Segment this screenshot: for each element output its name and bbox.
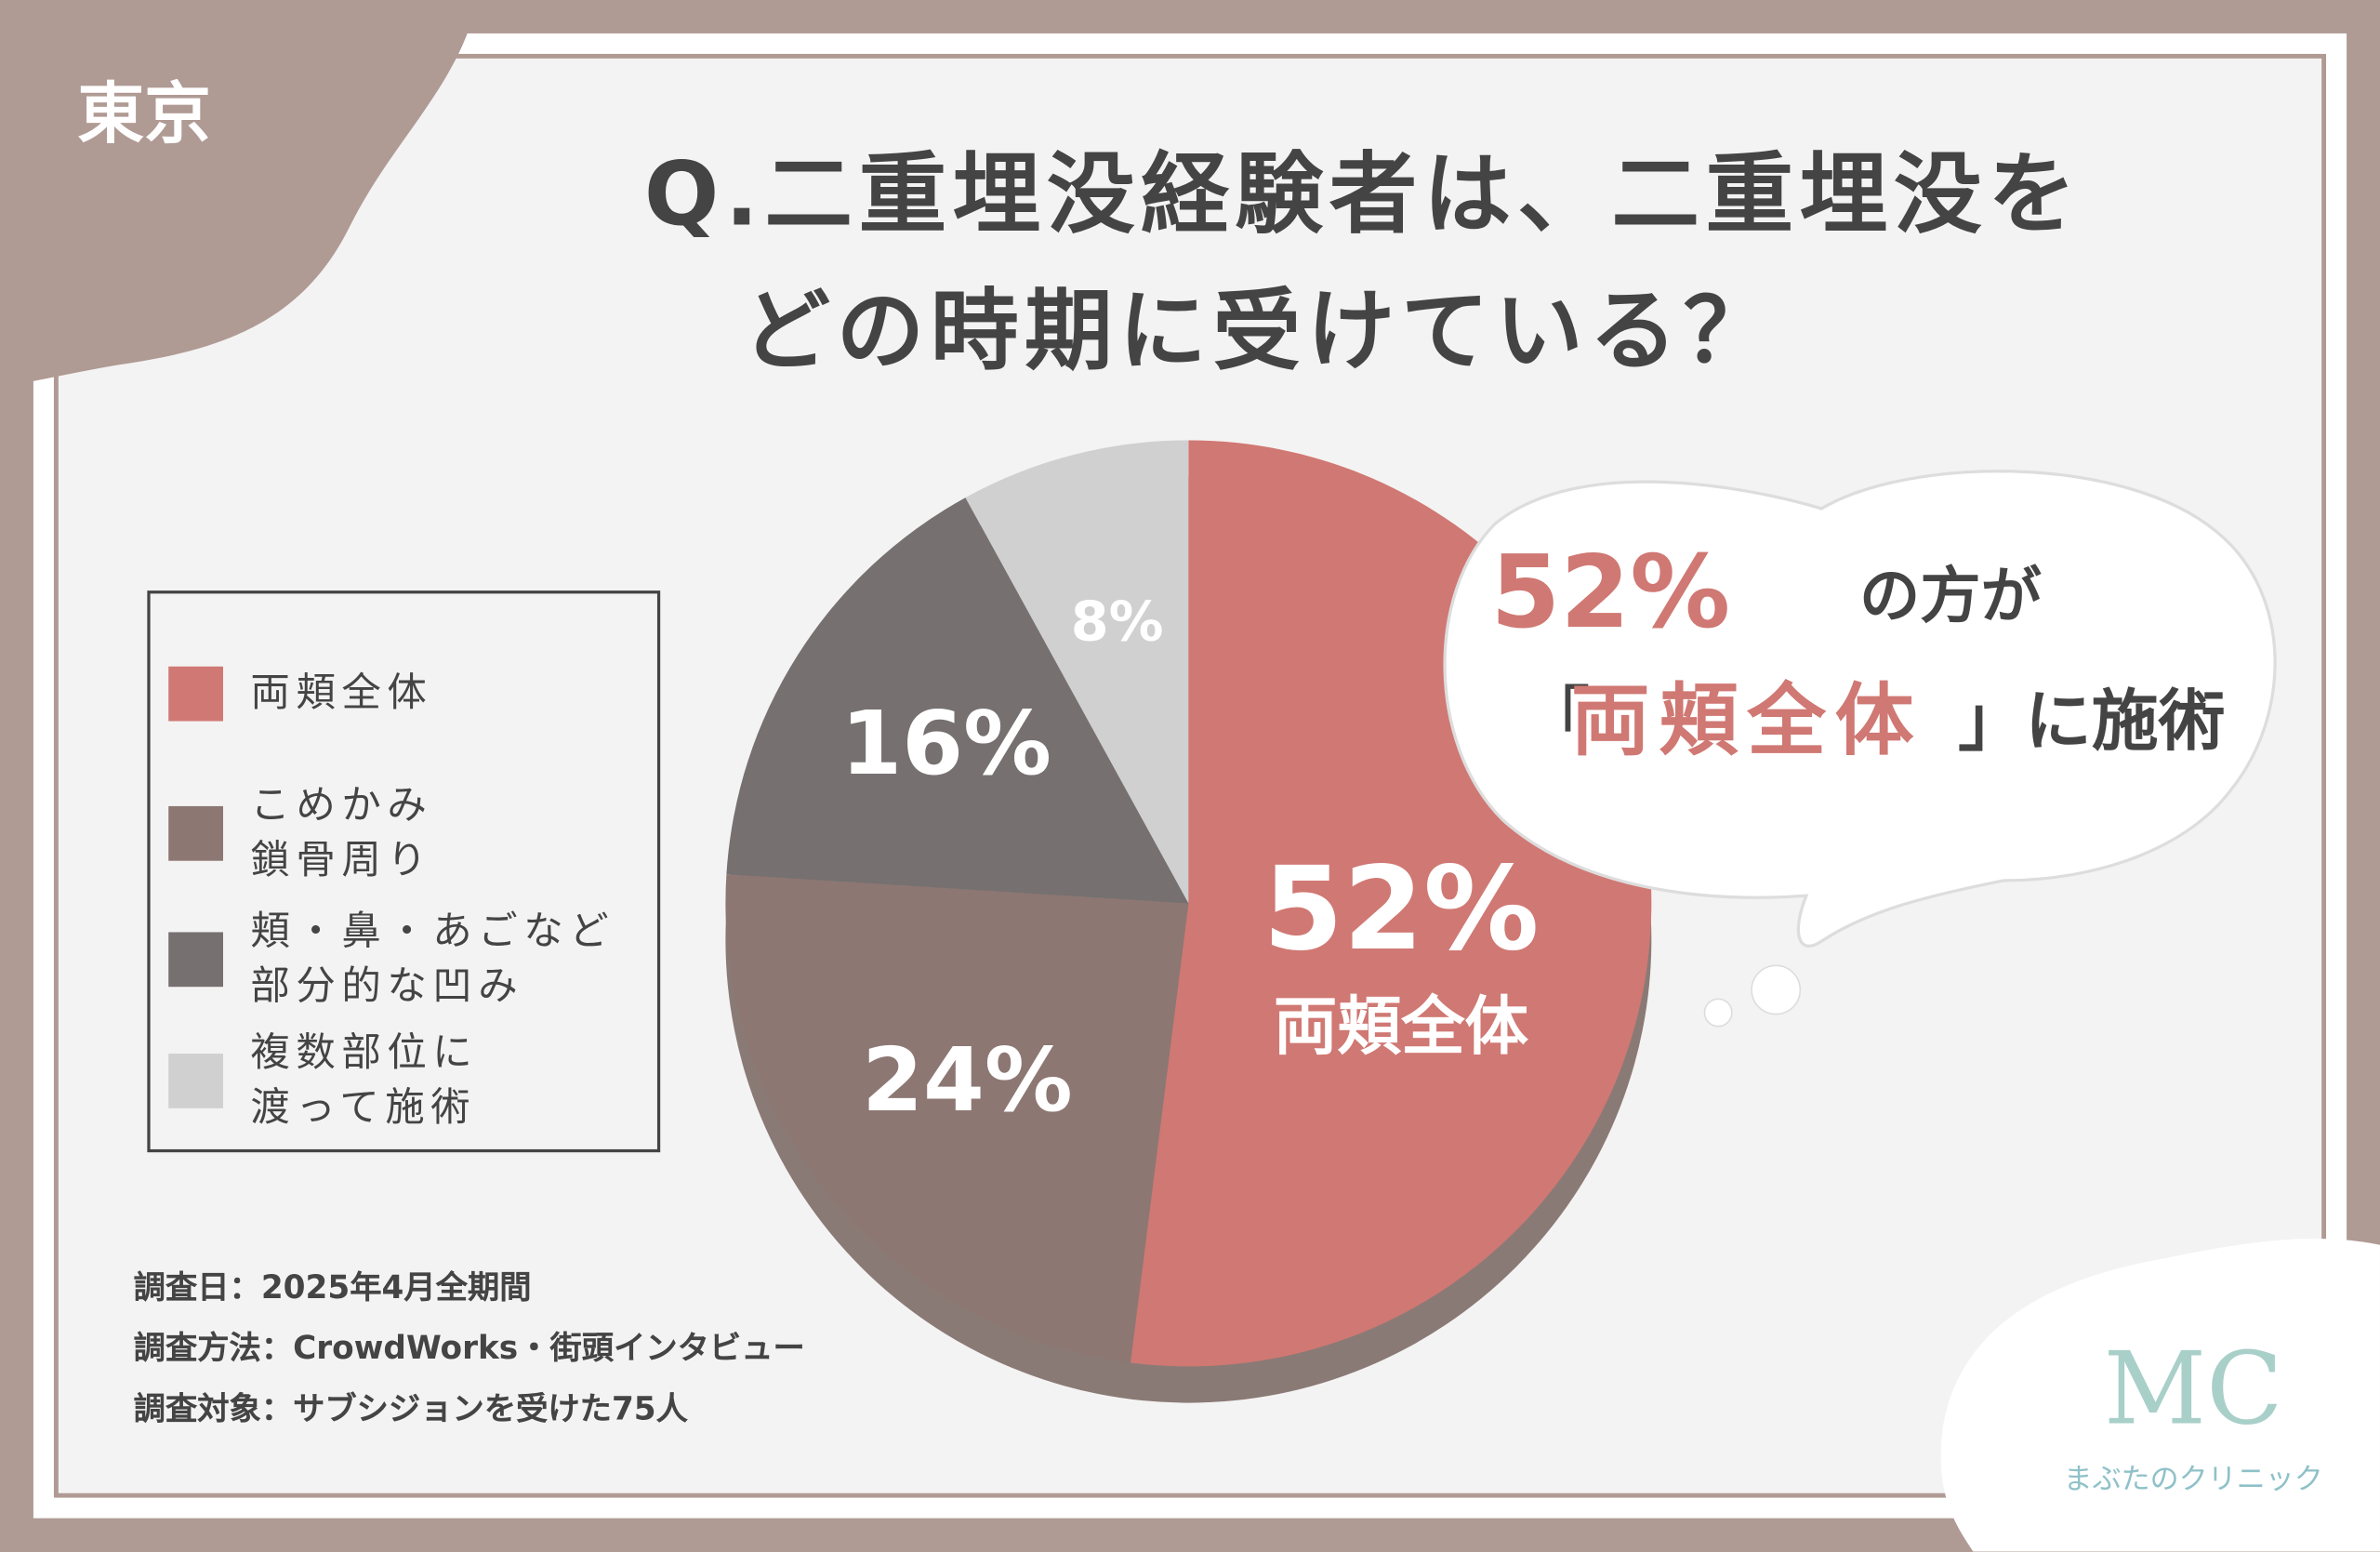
logo-name: まぶたのクリニック [2064, 1463, 2323, 1496]
bubble-dot [1751, 964, 1802, 1015]
bubble-dot [1703, 998, 1733, 1028]
callout-text: 」に施術 [1958, 682, 2225, 760]
value-label: 24% [862, 1029, 1073, 1132]
callout-text: の方が [1859, 561, 2042, 631]
legend-swatch [168, 932, 223, 988]
title: どの時期に受けている？ [742, 280, 1777, 382]
value-label: 52% [1263, 842, 1539, 976]
tag: 東京 [77, 74, 211, 153]
note: 調査日：2025年4月全期間 [133, 1268, 532, 1307]
callout-text: 「 [1518, 679, 1591, 763]
legend-item: 複数部位に 渡って施術 [168, 1027, 478, 1136]
logo-mark: MC [2104, 1331, 2283, 1447]
value-label: 8% [1071, 590, 1164, 654]
notes: 調査日：2025年4月全期間 調査方法：CrowdWorks・街頭インタビュー … [134, 1257, 805, 1439]
legend-label: 両頬全体 [250, 670, 433, 717]
legend-label: こめかみ 鎖骨周り [250, 783, 433, 884]
legend-item: こめかみ 鎖骨周り [168, 779, 432, 889]
corner-blob [0, 0, 479, 388]
logo-blob [1940, 1239, 2380, 1552]
legend-swatch [168, 805, 223, 861]
speech-bubble [1443, 470, 2277, 948]
legend-item: 両頬全体 [168, 666, 433, 722]
legend-label: 複数部位に 渡って施術 [250, 1030, 479, 1132]
note: 調査対象：サブシジョンを受けた75人 [133, 1390, 688, 1427]
slice-category: 両頬全体 [1274, 989, 1529, 1064]
legend-swatch [168, 666, 223, 722]
callout-highlight: 両頬全体 [1571, 675, 1924, 767]
pie-slice [725, 874, 1189, 1363]
value-label: 16% [840, 693, 1051, 795]
title: Q.二重埋没経験者は、二重埋没を [644, 143, 2082, 245]
pie-slice [726, 497, 1189, 904]
legend-swatch [168, 1054, 223, 1108]
pie-slice [965, 440, 1189, 904]
legend: 両頬全体こめかみ 鎖骨周り頬・鼻・あごなど 部分的な凹み 複数部位に 渡って施術 [147, 590, 661, 1153]
callout-percent: 52% [1490, 535, 1730, 651]
legend-item: 頬・鼻・あごなど 部分的な凹み [168, 905, 615, 1015]
note: 調査方法：CrowdWorks・街頭インタビュー [133, 1330, 805, 1367]
legend-label: 頬・鼻・あごなど 部分的な凹み [250, 909, 615, 1010]
